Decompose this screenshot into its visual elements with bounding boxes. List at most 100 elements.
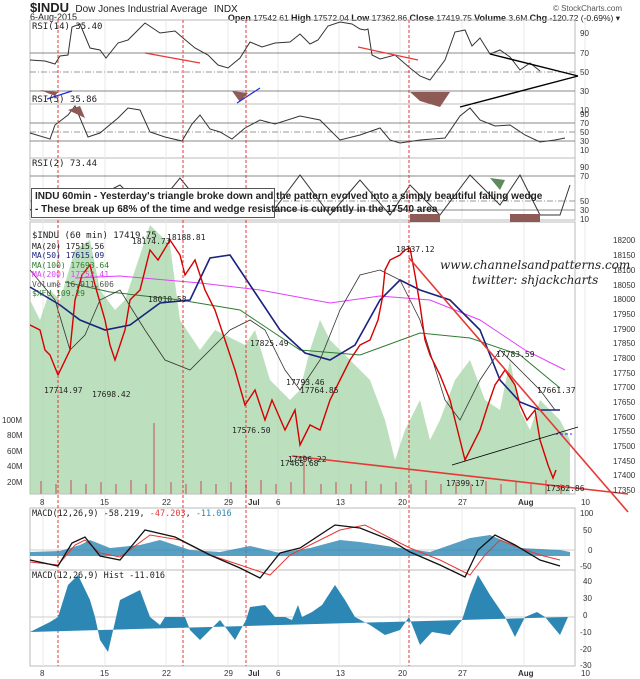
svg-text:20M: 20M	[7, 478, 23, 487]
svg-text:30: 30	[580, 206, 589, 215]
svg-text:17600: 17600	[613, 413, 636, 422]
svg-text:17450: 17450	[613, 457, 636, 466]
svg-text:0: 0	[588, 546, 593, 555]
brand-label: © StockCharts.com	[552, 4, 622, 13]
dropdown-icon[interactable]: ▾	[615, 13, 620, 23]
annotation-box: INDU 60min - Yesterday's triangle broke …	[31, 188, 542, 218]
svg-text:18050: 18050	[613, 281, 636, 290]
svg-text:17661.37: 17661.37	[537, 386, 576, 395]
svg-text:17750: 17750	[613, 369, 636, 378]
chart-date: 6-Aug-2015	[30, 12, 78, 22]
svg-text:90: 90	[580, 110, 589, 119]
svg-text:17764.85: 17764.85	[300, 386, 339, 395]
svg-text:0: 0	[583, 611, 588, 620]
svg-text:17698.42: 17698.42	[92, 390, 131, 399]
watermark: www.channelsandpatterns.com twitter: shj…	[440, 258, 631, 287]
chart-header: $INDU Dow Jones Industrial Average INDX	[30, 0, 238, 15]
svg-text:-30: -30	[580, 661, 592, 670]
svg-text:18100: 18100	[613, 266, 636, 275]
svg-text:90: 90	[580, 163, 589, 172]
svg-text:6: 6	[276, 498, 281, 507]
svg-text:20: 20	[398, 498, 407, 507]
svg-text:17465.68: 17465.68	[280, 459, 319, 468]
svg-text:17800: 17800	[613, 354, 636, 363]
svg-text:17576.50: 17576.50	[232, 426, 271, 435]
svg-text:17350: 17350	[613, 486, 636, 495]
svg-text:17714.97: 17714.97	[44, 386, 83, 395]
svg-text:40: 40	[583, 577, 592, 586]
svg-text:30: 30	[583, 594, 592, 603]
svg-text:29: 29	[224, 669, 233, 678]
svg-text:17783.59: 17783.59	[496, 350, 535, 359]
svg-text:17850: 17850	[613, 339, 636, 348]
svg-text:18000: 18000	[613, 295, 636, 304]
svg-text:10: 10	[580, 215, 589, 224]
macd-label: MACD(12,26,9) -58.219, -47.203, -11.016	[32, 509, 232, 519]
svg-text:17400: 17400	[613, 471, 636, 480]
svg-text:Aug: Aug	[518, 669, 534, 678]
svg-text:80M: 80M	[7, 431, 23, 440]
svg-text:-10: -10	[580, 628, 592, 637]
svg-text:17650: 17650	[613, 398, 636, 407]
svg-text:17700: 17700	[613, 383, 636, 392]
svg-text:60M: 60M	[7, 447, 23, 456]
svg-text:13: 13	[336, 498, 345, 507]
svg-text:15: 15	[100, 498, 109, 507]
rsi5-label: RSI(5) 35.86	[32, 95, 98, 105]
svg-text:17496.22: 17496.22	[288, 455, 327, 464]
svg-text:30: 30	[580, 87, 589, 96]
rsi14-label: RSI(14) 35.40	[32, 22, 103, 32]
svg-text:50: 50	[580, 128, 589, 137]
svg-text:18174.73: 18174.73	[132, 237, 171, 246]
rsi2-label: RSI(2) 73.44	[32, 159, 98, 169]
svg-text:18188.81: 18188.81	[167, 233, 206, 242]
svg-text:17825.49: 17825.49	[250, 339, 289, 348]
svg-text:40M: 40M	[7, 462, 23, 471]
svg-text:70: 70	[580, 49, 589, 58]
svg-text:90: 90	[580, 29, 589, 38]
svg-text:18137.12: 18137.12	[396, 245, 435, 254]
svg-text:-20: -20	[580, 645, 592, 654]
quote-summary: Open 17542.61 High 17572.04 Low 17362.86…	[227, 13, 620, 23]
svg-text:70: 70	[580, 119, 589, 128]
svg-text:50: 50	[580, 68, 589, 77]
svg-text:30: 30	[580, 137, 589, 146]
svg-text:10: 10	[580, 146, 589, 155]
svg-text:10: 10	[581, 669, 590, 678]
svg-text:27: 27	[458, 498, 467, 507]
svg-text:20: 20	[398, 669, 407, 678]
svg-text:Jul: Jul	[248, 669, 260, 678]
svg-text:22: 22	[162, 669, 171, 678]
svg-text:Jul: Jul	[248, 498, 260, 507]
symbol: $INDU	[30, 0, 70, 15]
svg-text:50: 50	[580, 197, 589, 206]
svg-text:13: 13	[336, 669, 345, 678]
price-title: $INDU (60 min) 17419.75	[32, 231, 157, 241]
svg-text:18150: 18150	[613, 251, 636, 260]
price-legend: $INDU (60 min) 17419.75 MA(20) 17515.56 …	[32, 231, 157, 298]
svg-text:-50: -50	[580, 562, 592, 571]
svg-text:100: 100	[580, 509, 594, 518]
svg-text:6: 6	[276, 669, 281, 678]
svg-text:17550: 17550	[613, 427, 636, 436]
svg-text:10: 10	[580, 106, 589, 115]
svg-text:10: 10	[581, 498, 590, 507]
svg-text:22: 22	[162, 498, 171, 507]
svg-text:70: 70	[580, 172, 589, 181]
symbol-name: Dow Jones Industrial Average	[75, 4, 208, 15]
svg-text:18010.58: 18010.58	[148, 295, 187, 304]
svg-text:Aug: Aug	[518, 498, 534, 507]
exchange: INDX	[213, 4, 238, 15]
svg-text:17500: 17500	[613, 442, 636, 451]
svg-text:17362.86: 17362.86	[546, 484, 585, 493]
svg-text:17399.17: 17399.17	[446, 479, 485, 488]
svg-text:17900: 17900	[613, 325, 636, 334]
svg-text:18200: 18200	[613, 236, 636, 245]
svg-text:100M: 100M	[2, 416, 22, 425]
svg-text:8: 8	[40, 669, 45, 678]
hist-label: MACD(12,26,9) Hist -11.016	[32, 571, 166, 581]
svg-text:17950: 17950	[613, 310, 636, 319]
svg-text:15: 15	[100, 669, 109, 678]
svg-text:17793.46: 17793.46	[286, 378, 325, 387]
